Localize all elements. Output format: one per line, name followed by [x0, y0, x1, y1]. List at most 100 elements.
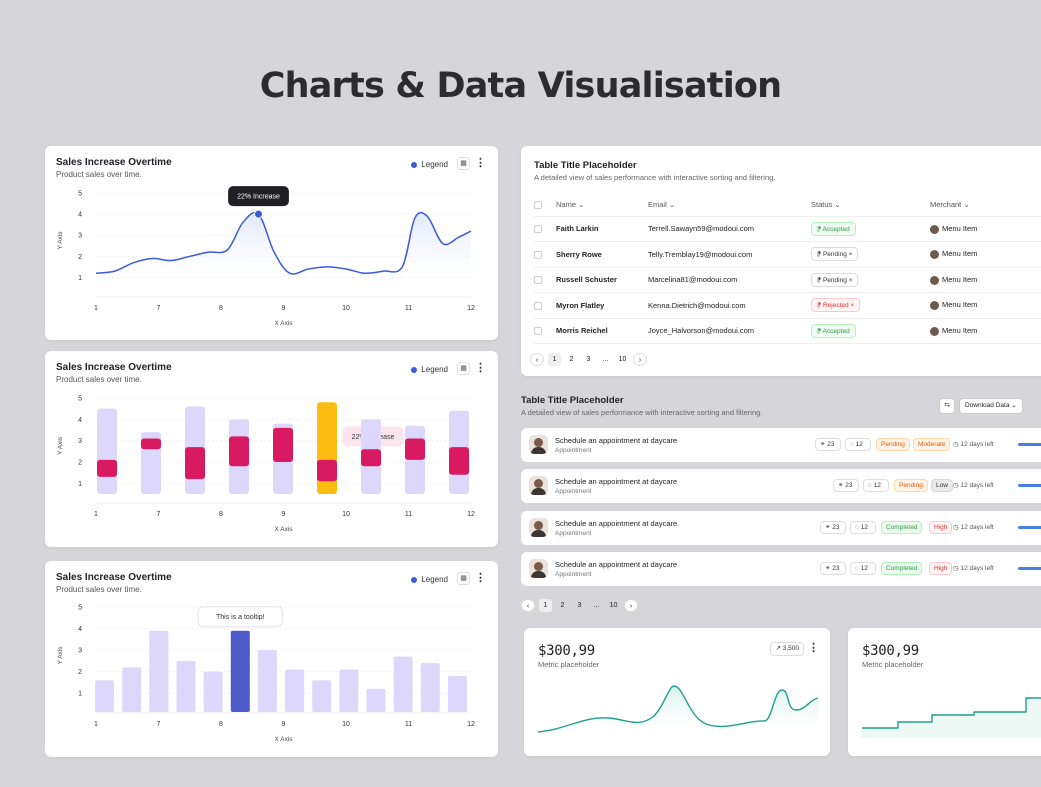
- cell-status: ⁋ Pending ×: [811, 241, 930, 268]
- chevron-down-icon: ⌄: [963, 200, 970, 210]
- bar: [230, 630, 250, 712]
- y-tick-label: 4: [78, 212, 82, 219]
- close-icon[interactable]: ×: [848, 276, 853, 284]
- clock-icon: ◷: [953, 441, 959, 448]
- comments-count[interactable]: ◌ 12: [850, 562, 876, 575]
- row-checkbox[interactable]: [534, 250, 542, 259]
- priority-badge: High: [929, 521, 953, 534]
- close-icon[interactable]: ×: [850, 302, 855, 310]
- page-button[interactable]: 1: [539, 599, 552, 612]
- column-header-status[interactable]: Status ⌄: [811, 194, 930, 217]
- x-tick-label: 10: [342, 511, 350, 518]
- x-tick-label: 8: [219, 305, 223, 312]
- more-vertical-icon[interactable]: ⋮: [475, 157, 486, 169]
- chevron-left-icon[interactable]: ‹: [530, 353, 544, 366]
- bar-range: [97, 459, 117, 477]
- select-all-checkbox[interactable]: [534, 201, 542, 210]
- x-tick-label: 12: [467, 305, 475, 312]
- links-count[interactable]: ⚭ 23: [815, 438, 841, 451]
- close-icon[interactable]: ×: [848, 251, 853, 259]
- links-count[interactable]: ⚭ 23: [820, 562, 846, 575]
- table-row[interactable]: Morris Reichel Joyce_Halvorson@modoui.com…: [534, 318, 1041, 344]
- bar: [447, 675, 467, 712]
- cell-merchant[interactable]: Menu Item: [930, 216, 1041, 242]
- bar: [203, 671, 223, 712]
- filter-settings-icon[interactable]: ⇆: [939, 398, 955, 414]
- row-checkbox[interactable]: [534, 301, 542, 310]
- table-row[interactable]: Sherry Rowe Telly.Tremblay19@modoui.com ⁋ …: [534, 241, 1041, 268]
- more-vertical-icon[interactable]: ⋮: [808, 642, 819, 654]
- cell-email: Terrell.Sawayn59@modoui.com: [648, 216, 811, 242]
- page-button[interactable]: 10: [609, 602, 618, 609]
- table-row[interactable]: Faith Larkin Terrell.Sawayn59@modoui.com ⁋…: [534, 216, 1041, 242]
- column-header-merchant[interactable]: Merchant ⌄: [930, 194, 1041, 217]
- row-checkbox[interactable]: [534, 327, 542, 336]
- page-title: Charts & Data Visualisation: [259, 66, 782, 106]
- chart-legend[interactable]: Legend: [411, 575, 448, 584]
- comments-count[interactable]: ◌ 12: [845, 438, 871, 451]
- x-tick-label: 7: [157, 305, 161, 312]
- calendar-icon[interactable]: ▦: [457, 362, 470, 375]
- tag-icon: ⁋: [817, 327, 822, 335]
- table-subtitle: A detailed view of sales performance wit…: [534, 173, 776, 182]
- chevron-right-icon[interactable]: ›: [633, 353, 647, 366]
- list-item[interactable]: Schedule an appointment at daycare Appoin…: [521, 511, 1041, 545]
- list-pagination: ‹ 1 2 3 ... 10 ›: [521, 599, 638, 612]
- avatar: [930, 224, 939, 234]
- calendar-icon[interactable]: ▦: [457, 157, 470, 170]
- links-count[interactable]: ⚭ 23: [820, 521, 846, 534]
- sparkline: [537, 685, 819, 733]
- more-vertical-icon[interactable]: ⋮: [475, 362, 486, 374]
- links-count[interactable]: ⚭ 23: [833, 479, 859, 492]
- step-line: [862, 697, 1041, 729]
- x-tick-label: 7: [157, 721, 161, 728]
- page-button[interactable]: 2: [569, 356, 574, 363]
- status-badge: Completed: [881, 521, 923, 534]
- page-button[interactable]: 3: [577, 602, 582, 609]
- chart-legend[interactable]: Legend: [411, 160, 448, 169]
- chevron-left-icon[interactable]: ‹: [521, 599, 535, 612]
- cell-merchant[interactable]: Menu Item: [930, 318, 1041, 344]
- cell-status: ⁋ Rejected ×: [811, 292, 930, 319]
- more-vertical-icon[interactable]: ⋮: [475, 572, 486, 584]
- page-button[interactable]: 1: [548, 353, 561, 366]
- line-chart-card: Sales Increase Overtime Product sales ov…: [45, 146, 498, 340]
- priority-badge: High: [929, 562, 953, 575]
- download-data-button[interactable]: Download Data ⌄: [959, 398, 1023, 414]
- metric-sparkline: [537, 685, 819, 738]
- column-header-email[interactable]: Email ⌄: [648, 194, 811, 217]
- page-button[interactable]: 10: [618, 356, 627, 363]
- item-title: Schedule an appointment at daycare: [555, 560, 678, 569]
- comments-count[interactable]: ◌ 12: [863, 479, 889, 492]
- list-item[interactable]: Schedule an appointment at daycare Appoin…: [521, 552, 1041, 586]
- avatar: [930, 326, 939, 336]
- column-header-name[interactable]: Name ⌄: [556, 194, 648, 217]
- chart-legend[interactable]: Legend: [411, 365, 448, 374]
- y-tick-label: 3: [78, 648, 82, 655]
- clock-icon: ◷: [953, 524, 959, 531]
- cell-merchant[interactable]: Menu Item: [930, 267, 1041, 293]
- table-row[interactable]: Myron Flatley Kenna.Dietrich@modoui.com ⁋ …: [534, 292, 1041, 319]
- chevron-right-icon[interactable]: ›: [624, 599, 638, 612]
- list-item[interactable]: Schedule an appointment at daycare Appoin…: [521, 469, 1041, 503]
- y-tick-label: 2: [78, 460, 82, 467]
- page-button[interactable]: 2: [560, 602, 565, 609]
- bar: [257, 650, 277, 712]
- y-tick-label: 5: [78, 191, 82, 198]
- link-icon: ⚭: [825, 524, 831, 531]
- page-button[interactable]: 3: [586, 356, 591, 363]
- cell-merchant[interactable]: Menu Item: [930, 241, 1041, 268]
- x-tick-label: 7: [157, 511, 161, 518]
- calendar-icon[interactable]: ▦: [457, 572, 470, 585]
- comments-count[interactable]: ◌ 12: [850, 521, 876, 534]
- cell-merchant[interactable]: Menu Item: [930, 292, 1041, 319]
- row-checkbox[interactable]: [534, 276, 542, 285]
- comment-icon: ◌: [868, 482, 872, 489]
- row-checkbox[interactable]: [534, 225, 542, 234]
- table-row[interactable]: Russell Schuster Marcelina81@modoui.com ⁋ …: [534, 267, 1041, 293]
- tag-icon: ⁋: [817, 302, 822, 310]
- x-axis-label: X Axis: [274, 320, 293, 327]
- area-fill: [538, 686, 818, 738]
- list-item[interactable]: Schedule an appointment at daycare Appoin…: [521, 428, 1041, 462]
- priority-badge: Low: [931, 479, 953, 492]
